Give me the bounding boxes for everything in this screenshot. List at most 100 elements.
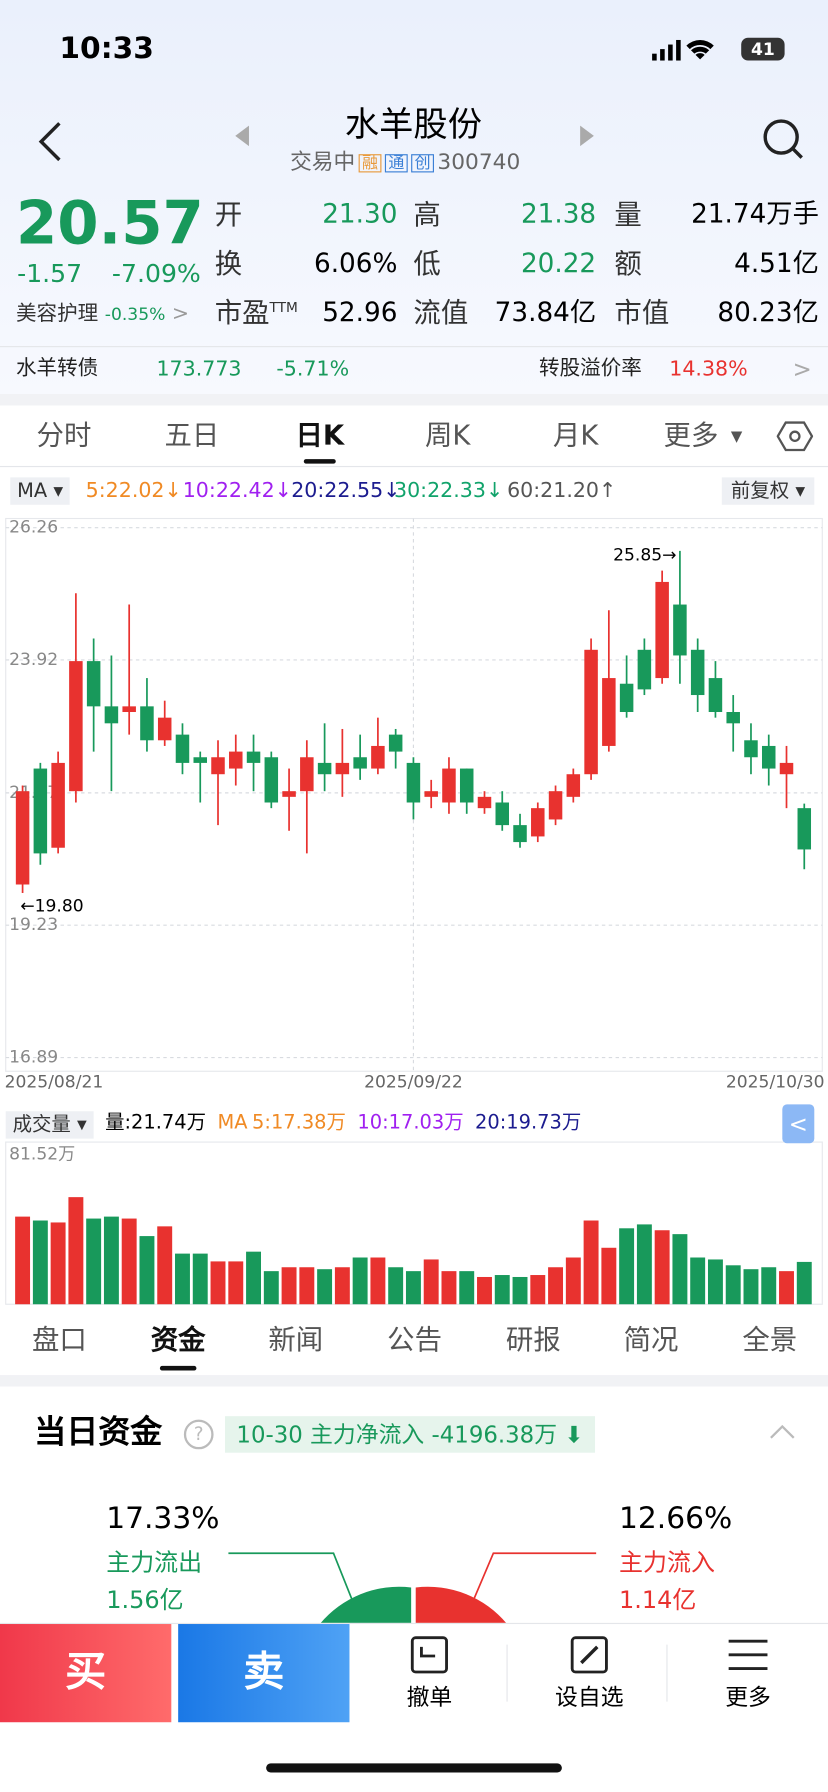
more[interactable]: 更多 (725, 1683, 771, 1711)
period-tab[interactable]: 更多 (663, 419, 719, 452)
volume-bar (139, 1236, 155, 1305)
x-tick-label: 2025/08/21 (5, 1073, 104, 1093)
info-tab[interactable]: 资金 (150, 1323, 206, 1356)
buy[interactable]: 买 (0, 1624, 172, 1723)
candle-body (406, 762, 421, 803)
volume-bar (334, 1267, 350, 1305)
field-label: 低 (413, 247, 441, 280)
info-tab[interactable]: 简况 (623, 1323, 679, 1356)
candle-body (157, 717, 172, 741)
candle-body (459, 768, 474, 803)
candle-body (69, 661, 83, 792)
volume-bar (725, 1265, 741, 1305)
settings[interactable] (776, 418, 814, 455)
info-tab[interactable]: 全景 (742, 1323, 798, 1356)
chevron[interactable]: > (792, 355, 812, 383)
chart: 26.2623.9221.5719.2316.892025/08/212025/… (5, 518, 825, 1305)
info-tab[interactable]: 公告 (387, 1323, 442, 1356)
period-tab[interactable]: 分时 (36, 419, 92, 452)
field-value: 80.23亿 (717, 298, 819, 328)
candle-body (175, 734, 190, 763)
candle-body (15, 791, 30, 885)
volume-bar (494, 1275, 510, 1305)
dropdown: ▼ (730, 428, 743, 446)
adjust[interactable]: 前复权 ▾ (721, 477, 815, 505)
vol-toggle[interactable]: 成交量 ▾ (5, 1111, 94, 1139)
ma-value: 5:22.02↓ (85, 478, 182, 503)
candle-body (264, 757, 279, 803)
field-value: 20.22 (520, 248, 597, 279)
sep (0, 465, 828, 468)
field-label: 流值 (413, 296, 469, 329)
back[interactable] (34, 119, 68, 165)
volume-bar (121, 1218, 137, 1305)
status-icons: 41 (652, 37, 785, 61)
candle-body (548, 791, 563, 820)
code: 300740 (437, 149, 521, 175)
candle-body (779, 762, 794, 775)
collapse[interactable]: < (782, 1104, 815, 1144)
candle-body (637, 649, 652, 690)
candle-body (673, 604, 687, 656)
volume-bar (317, 1269, 333, 1305)
volume-bar (743, 1269, 759, 1305)
fold[interactable] (767, 1422, 797, 1443)
volume-bar (707, 1259, 723, 1305)
period-tab[interactable]: 五日 (164, 419, 220, 452)
volume-bar (548, 1267, 564, 1305)
candle-body (477, 796, 492, 809)
candle-body (335, 762, 350, 775)
search[interactable] (761, 116, 807, 164)
field-value: 6.06% (313, 248, 398, 279)
candle-body (211, 757, 225, 775)
volume-bar (405, 1271, 421, 1305)
fund-title: 当日资金 (34, 1412, 163, 1451)
volume-bar (68, 1197, 84, 1305)
change: -1.57 (17, 260, 83, 289)
candle-body (442, 768, 456, 803)
candle-body (51, 762, 65, 848)
volume-bar (459, 1271, 475, 1305)
vol-ma: 5:17.38万 (252, 1111, 346, 1135)
volume-bar (175, 1253, 190, 1305)
candle-body (602, 678, 616, 746)
period-tab[interactable]: 月K (552, 419, 599, 452)
out-pct: 17.33% (106, 1501, 220, 1537)
period-tab[interactable]: 日K (295, 419, 345, 452)
x-tick-label: 2025/10/30 (726, 1073, 825, 1093)
info-tab[interactable]: 新闻 (268, 1323, 324, 1356)
candle-body (246, 751, 261, 763)
nav-arrows[interactable] (228, 123, 605, 148)
change-pct: -7.09% (111, 260, 201, 289)
field-value: 21.30 (322, 199, 398, 230)
sell[interactable]: 卖 (178, 1624, 350, 1723)
info-tab[interactable]: 盘口 (31, 1323, 87, 1356)
help[interactable]: ? (183, 1419, 214, 1450)
ma-value: 30:22.33↓ (394, 478, 504, 503)
y-tick-label: 81.52万 (9, 1145, 75, 1165)
field-value: 4.51亿 (734, 248, 819, 279)
volume-bar (157, 1226, 173, 1305)
watch[interactable]: 设自选 (555, 1683, 624, 1711)
volume-bar (477, 1276, 492, 1305)
volume-bar (672, 1234, 688, 1305)
field-value: 21.38 (520, 199, 597, 230)
ma-toggle[interactable]: MA ▾ (10, 477, 70, 505)
info-tab[interactable]: 研报 (505, 1323, 561, 1356)
volume-bar (690, 1257, 706, 1305)
volume-bar (228, 1261, 244, 1305)
volume-bar (50, 1222, 66, 1305)
volume-bar (210, 1261, 226, 1305)
volume-bar (103, 1216, 119, 1305)
subline: 交易中 融 通 创 300740 (290, 149, 521, 175)
period-tab[interactable]: 周K (424, 419, 471, 452)
gap (0, 1375, 828, 1387)
y-tick-label: 19.23 (9, 915, 58, 935)
volume-bar (512, 1276, 528, 1305)
volume-bar (601, 1247, 617, 1305)
cancel[interactable]: 撤单 (406, 1683, 453, 1711)
candle-body (744, 740, 758, 758)
field-value: 52.96 (322, 298, 398, 328)
candle-body (531, 808, 545, 837)
candle-body (584, 649, 598, 775)
